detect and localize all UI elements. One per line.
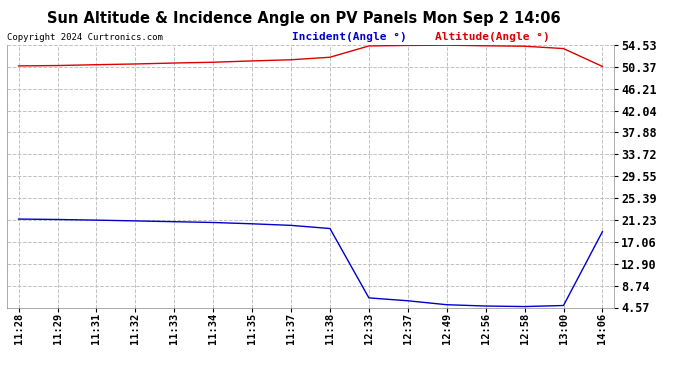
Text: Sun Altitude & Incidence Angle on PV Panels Mon Sep 2 14:06: Sun Altitude & Incidence Angle on PV Pan… [47, 11, 560, 26]
Text: Incident(Angle °): Incident(Angle °) [293, 32, 407, 42]
Text: Altitude(Angle °): Altitude(Angle °) [435, 32, 550, 42]
Text: Copyright 2024 Curtronics.com: Copyright 2024 Curtronics.com [7, 33, 163, 42]
